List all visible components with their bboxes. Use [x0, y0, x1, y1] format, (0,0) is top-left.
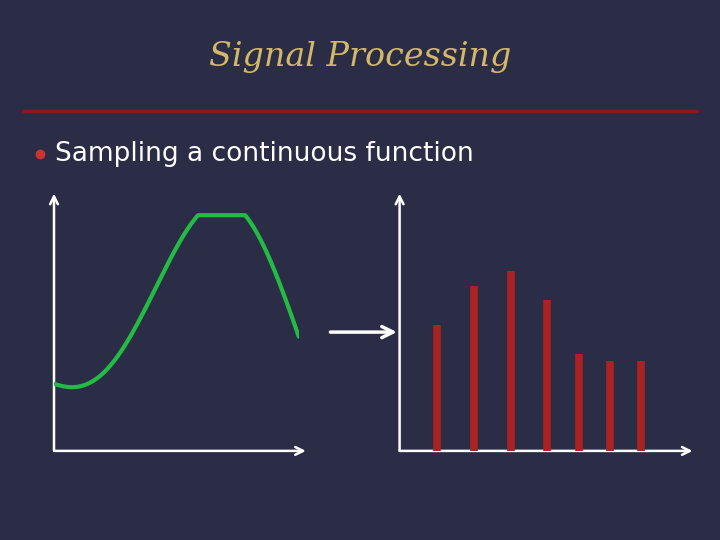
- Text: Signal Processing: Signal Processing: [209, 40, 511, 73]
- Text: Sampling a continuous function: Sampling a continuous function: [55, 141, 474, 167]
